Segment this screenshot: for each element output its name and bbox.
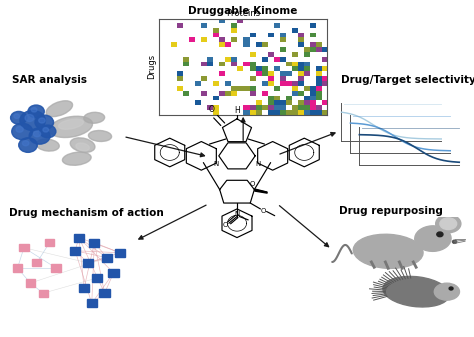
Bar (83, 259, 93, 267)
Bar (74, 234, 84, 242)
Circle shape (449, 287, 453, 290)
Circle shape (28, 105, 44, 118)
Circle shape (35, 115, 54, 130)
Ellipse shape (415, 226, 451, 251)
Ellipse shape (76, 143, 89, 151)
Y-axis label: Drugs: Drugs (147, 54, 156, 79)
Bar (38, 289, 48, 297)
Text: N: N (214, 161, 219, 167)
Text: H: H (234, 105, 240, 115)
Circle shape (14, 114, 19, 118)
Ellipse shape (36, 139, 59, 151)
Ellipse shape (436, 215, 461, 233)
Text: O: O (261, 208, 266, 214)
Bar (19, 244, 28, 251)
Bar (87, 299, 97, 307)
Title: Proteins: Proteins (226, 9, 260, 19)
Circle shape (39, 118, 45, 123)
Circle shape (25, 115, 34, 122)
Bar (115, 249, 125, 257)
Bar (13, 264, 22, 272)
Text: N: N (255, 161, 260, 167)
Circle shape (20, 111, 46, 130)
Ellipse shape (89, 130, 111, 142)
Circle shape (16, 126, 23, 132)
Text: Drug repurposing: Drug repurposing (339, 206, 443, 216)
Ellipse shape (383, 276, 449, 307)
Bar (45, 239, 54, 246)
Circle shape (33, 131, 41, 137)
Text: O: O (209, 105, 214, 114)
Text: Druggable Kinome: Druggable Kinome (189, 6, 298, 16)
Bar (70, 247, 80, 255)
Bar (109, 269, 118, 277)
Text: O: O (222, 222, 228, 228)
Ellipse shape (434, 283, 459, 300)
Circle shape (43, 128, 48, 132)
Bar (92, 274, 102, 282)
Circle shape (31, 108, 37, 112)
Bar (89, 239, 100, 247)
Circle shape (453, 240, 456, 243)
Bar (79, 284, 89, 292)
Circle shape (18, 138, 37, 152)
Ellipse shape (353, 234, 423, 268)
Bar (51, 264, 61, 272)
Ellipse shape (46, 101, 73, 117)
Ellipse shape (49, 116, 92, 137)
Circle shape (22, 141, 29, 146)
Text: O: O (250, 181, 255, 187)
Text: Drug mechanism of action: Drug mechanism of action (9, 208, 164, 218)
Circle shape (29, 128, 50, 144)
Ellipse shape (84, 112, 105, 123)
Ellipse shape (63, 152, 91, 165)
Bar (32, 259, 41, 267)
Ellipse shape (59, 119, 83, 129)
Circle shape (437, 232, 443, 237)
Bar (26, 279, 35, 287)
Circle shape (40, 125, 56, 138)
Bar (100, 289, 109, 297)
Text: SAR analysis: SAR analysis (12, 75, 87, 85)
Text: N: N (234, 211, 240, 217)
Circle shape (10, 112, 27, 124)
Bar (102, 254, 112, 262)
Circle shape (12, 123, 33, 140)
Text: Drug/Target selectivity: Drug/Target selectivity (341, 75, 474, 85)
Ellipse shape (70, 138, 95, 152)
Ellipse shape (440, 218, 456, 229)
